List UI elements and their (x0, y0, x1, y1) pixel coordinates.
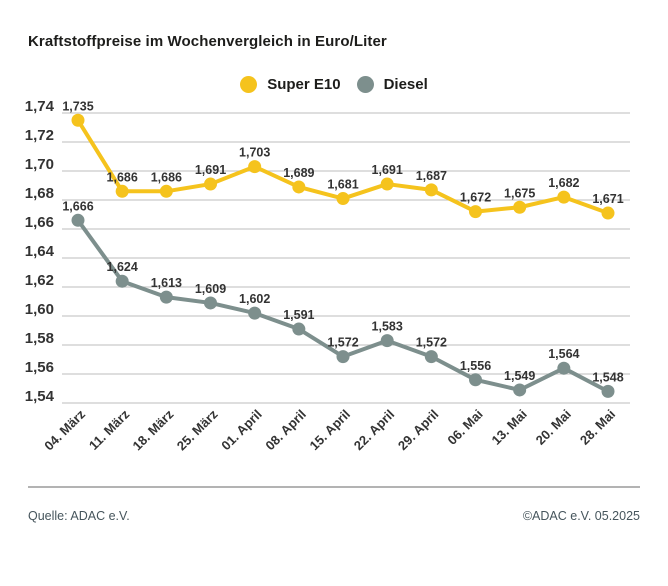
data-label-diesel: 1,609 (195, 282, 226, 296)
data-point-super-e10 (248, 160, 262, 174)
data-label-diesel: 1,572 (416, 336, 447, 350)
data-label-super-e10: 1,691 (372, 163, 403, 177)
data-label-super-e10: 1,691 (195, 163, 226, 177)
data-label-super-e10: 1,686 (151, 170, 182, 184)
data-point-super-e10 (204, 177, 217, 191)
y-tick-label: 1,54 (25, 388, 55, 405)
source-note: Quelle: ADAC e.V. (28, 509, 130, 523)
data-point-super-e10 (336, 192, 350, 206)
data-label-diesel: 1,556 (460, 359, 491, 373)
data-label-diesel: 1,666 (62, 199, 93, 213)
x-tick-label: 06. Mai (444, 407, 485, 448)
data-label-diesel: 1,564 (548, 347, 579, 361)
data-label-super-e10: 1,687 (416, 169, 447, 183)
legend-label-super-e10: Super E10 (267, 76, 341, 93)
data-point-diesel (380, 334, 394, 348)
data-point-diesel (292, 322, 306, 336)
data-point-diesel (115, 274, 129, 288)
legend-item-super-e10: Super E10 (240, 76, 341, 93)
data-point-diesel (424, 350, 438, 364)
data-point-super-e10 (380, 177, 394, 191)
x-tick-label: 11. März (86, 406, 133, 453)
data-point-diesel (159, 290, 173, 304)
x-tick-label: 20. Mai (533, 407, 574, 448)
data-label-diesel: 1,549 (504, 369, 535, 383)
y-tick-label: 1,74 (25, 98, 55, 115)
x-tick-label: 18. März (130, 406, 177, 453)
x-tick-label: 15. April (307, 407, 354, 454)
data-point-super-e10 (292, 180, 306, 194)
data-point-super-e10 (159, 184, 173, 198)
data-point-diesel (557, 361, 571, 375)
data-label-super-e10: 1,735 (62, 99, 93, 113)
y-tick-label: 1,64 (25, 243, 55, 260)
data-point-diesel (469, 373, 482, 387)
data-label-diesel: 1,583 (372, 320, 403, 334)
legend-item-diesel: Diesel (356, 76, 428, 93)
legend: Super E10 Diesel (0, 76, 668, 93)
data-label-super-e10: 1,675 (504, 186, 535, 200)
data-point-diesel (336, 350, 350, 364)
chart-title: Kraftstoffpreise im Wochenvergleich in E… (28, 33, 387, 50)
x-tick-label: 01. April (218, 407, 265, 454)
data-point-super-e10 (513, 200, 527, 214)
copyright-note: ©ADAC e.V. 05.2025 (522, 509, 640, 523)
data-point-super-e10 (71, 113, 85, 127)
data-label-diesel: 1,548 (592, 370, 623, 384)
data-point-diesel (204, 296, 217, 310)
data-label-diesel: 1,602 (239, 292, 270, 306)
y-tick-label: 1,68 (25, 185, 54, 202)
y-tick-label: 1,72 (25, 127, 54, 144)
data-point-super-e10 (424, 183, 438, 197)
data-label-diesel: 1,624 (107, 260, 138, 274)
data-label-super-e10: 1,689 (283, 166, 314, 180)
data-point-diesel (513, 383, 527, 397)
x-tick-label: 13. Mai (489, 407, 530, 448)
data-label-super-e10: 1,672 (460, 191, 491, 205)
data-label-diesel: 1,613 (151, 276, 182, 290)
series-line-diesel (76, 218, 610, 394)
y-tick-label: 1,66 (25, 214, 54, 231)
y-tick-label: 1,70 (25, 156, 54, 173)
x-tick-label: 28. Mai (577, 407, 618, 448)
data-point-super-e10 (115, 184, 129, 198)
legend-label-diesel: Diesel (383, 76, 428, 93)
y-tick-label: 1,62 (25, 272, 54, 289)
data-point-diesel (71, 213, 85, 227)
data-point-diesel (601, 384, 615, 398)
x-tick-label: 08. April (262, 407, 309, 454)
y-tick-label: 1,58 (25, 330, 54, 347)
data-label-diesel: 1,591 (283, 308, 314, 322)
y-tick-label: 1,56 (25, 359, 54, 376)
data-label-super-e10: 1,703 (239, 146, 270, 160)
legend-dot-diesel-icon (356, 76, 374, 93)
data-label-super-e10: 1,686 (107, 170, 138, 184)
x-tick-label: 04. März (41, 406, 88, 453)
x-tick-label: 29. April (395, 407, 442, 454)
footer-separator (28, 486, 640, 488)
data-point-diesel (248, 306, 262, 320)
data-label-super-e10: 1,682 (548, 176, 579, 190)
data-label-diesel: 1,572 (327, 336, 358, 350)
data-point-super-e10 (557, 190, 571, 204)
data-label-super-e10: 1,671 (592, 192, 623, 206)
x-tick-label: 25. März (174, 406, 221, 453)
x-tick-label: 22. April (351, 407, 398, 454)
data-label-super-e10: 1,681 (327, 178, 358, 192)
data-point-super-e10 (469, 205, 482, 219)
y-tick-label: 1,60 (25, 301, 54, 318)
data-point-super-e10 (601, 206, 615, 220)
legend-dot-super-e10-icon (240, 76, 258, 93)
